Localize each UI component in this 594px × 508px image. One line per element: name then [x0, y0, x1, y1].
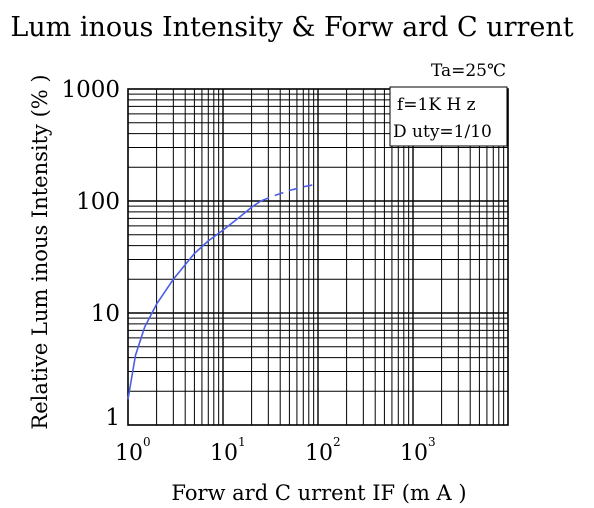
x-axis-label: Forw ard C urrent IF (m A )	[171, 481, 466, 505]
x-tick-exponent: 0	[143, 435, 151, 449]
frequency-annotation: f=1K H z	[397, 95, 476, 115]
duty-annotation: D uty=1/10	[393, 122, 492, 142]
x-tick-label: 10	[115, 441, 143, 466]
x-tick-label: 10	[210, 441, 238, 466]
y-axis-label: Relative Lum inous Intensity (% )	[28, 74, 52, 429]
y-tick-label: 10	[91, 301, 120, 327]
plot-frame	[127, 88, 509, 426]
y-tick-label: 1	[105, 405, 120, 431]
y-tick-label: 100	[76, 189, 120, 215]
data-series	[127, 183, 319, 400]
x-tick-label: 10	[305, 441, 333, 466]
y-tick-label: 1000	[61, 77, 120, 103]
x-tick-labels: 10 0 10 1 10 2 10 3	[115, 435, 436, 466]
x-tick-label: 10	[400, 441, 428, 466]
x-tick-exponent: 2	[333, 435, 341, 449]
y-tick-labels: 1 10 100 1000	[61, 77, 120, 431]
curve-dashed-line	[260, 183, 319, 202]
temperature-annotation: Ta=25℃	[431, 61, 506, 81]
chart-title: Lum inous Intensity & Forw ard C urrent	[10, 12, 573, 43]
conditions-box	[389, 86, 508, 147]
grid-lines	[128, 89, 508, 425]
curve-solid-line	[127, 200, 262, 400]
x-tick-exponent: 3	[428, 435, 436, 449]
x-tick-exponent: 1	[238, 435, 246, 449]
